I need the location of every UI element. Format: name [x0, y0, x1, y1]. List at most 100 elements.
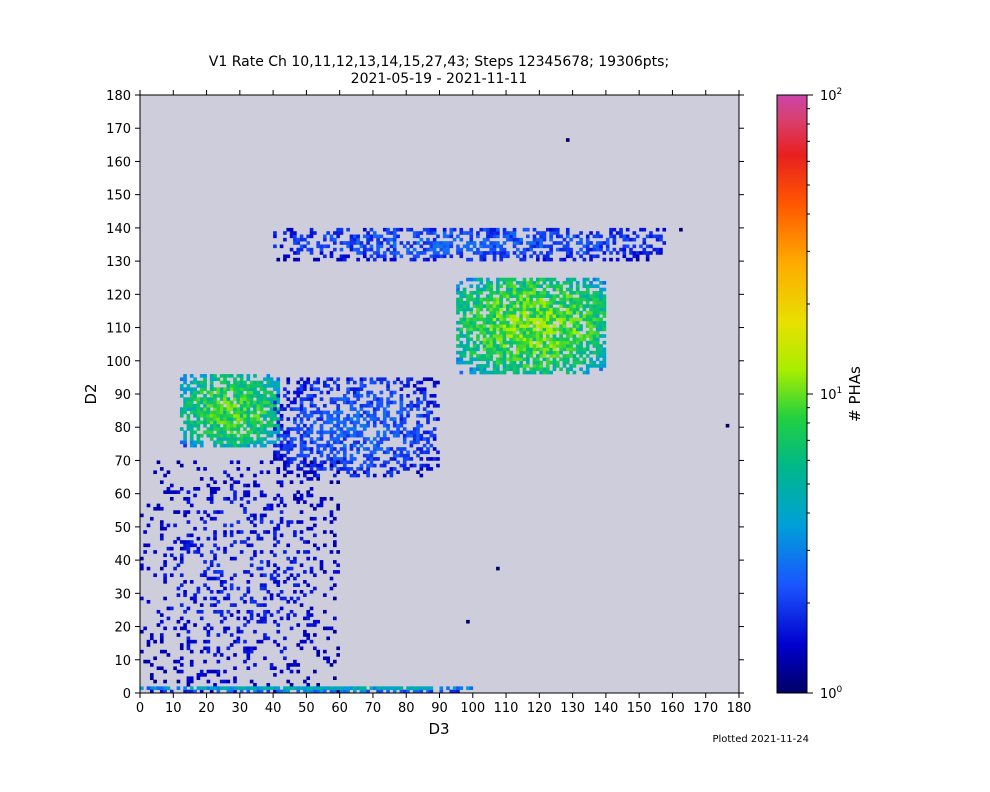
- heatmap-cell: [226, 473, 231, 478]
- heatmap-cell: [426, 437, 430, 441]
- heatmap-cell: [189, 430, 194, 435]
- heatmap-cell: [509, 284, 514, 288]
- heatmap-cell: [253, 663, 257, 667]
- heatmap-cell: [329, 420, 334, 425]
- heatmap-cell: [595, 337, 600, 342]
- heatmap-cell: [599, 287, 603, 292]
- heatmap-cell: [339, 460, 344, 465]
- heatmap-cell: [239, 437, 244, 441]
- heatmap-cell: [186, 550, 191, 554]
- heatmap-cell: [645, 257, 650, 262]
- heatmap-cell: [659, 251, 663, 255]
- heatmap-cell: [585, 310, 590, 315]
- heatmap-cell: [226, 413, 231, 418]
- heatmap-cell: [555, 307, 560, 312]
- heatmap-cell: [466, 300, 470, 305]
- heatmap-cell: [269, 377, 274, 382]
- heatmap-cell: [396, 427, 400, 431]
- heatmap-cell: [422, 397, 427, 401]
- heatmap-cell: [273, 496, 277, 501]
- heatmap-cell: [456, 291, 460, 295]
- heatmap-cell: [499, 324, 504, 328]
- heatmap-cell: [329, 447, 334, 451]
- heatmap-cell: [519, 317, 523, 322]
- heatmap-cell: [559, 297, 563, 302]
- heatmap-cell: [163, 576, 167, 581]
- heatmap-cell: [339, 231, 344, 235]
- heatmap-cell: [526, 307, 530, 312]
- heatmap-cell: [532, 244, 537, 249]
- heatmap-cell: [249, 400, 254, 405]
- heatmap-cell: [236, 420, 241, 425]
- heatmap-cell: [263, 686, 267, 690]
- heatmap-cell: [199, 387, 204, 391]
- heatmap-cell: [466, 324, 470, 328]
- heatmap-cell: [379, 234, 384, 239]
- heatmap-cell: [213, 433, 217, 438]
- heatmap-cell: [595, 254, 600, 259]
- heatmap-cell: [289, 227, 294, 232]
- heatmap-cell: [236, 586, 241, 591]
- heatmap-cell: [236, 407, 241, 411]
- heatmap-cell: [469, 324, 474, 328]
- heatmap-cell: [186, 417, 191, 421]
- heatmap-cell: [273, 387, 277, 391]
- heatmap-cell: [602, 281, 607, 285]
- heatmap-cell: [226, 593, 231, 597]
- heatmap-cell: [309, 410, 314, 415]
- heatmap-cell: [359, 380, 364, 385]
- heatmap-cell: [572, 310, 577, 315]
- heatmap-cell: [339, 241, 344, 245]
- heatmap-cell: [469, 291, 474, 295]
- heatmap-cell: [296, 387, 301, 391]
- heatmap-cell: [273, 563, 277, 568]
- heatmap-cell: [196, 440, 201, 445]
- heatmap-cell: [562, 340, 567, 345]
- heatmap-cell: [402, 453, 407, 458]
- y-tick-label: 130: [106, 255, 131, 270]
- heatmap-cell: [286, 390, 291, 395]
- heatmap-cell: [249, 520, 254, 524]
- heatmap-cell: [303, 460, 307, 465]
- heatmap-cell: [236, 467, 241, 471]
- heatmap-cell: [549, 330, 553, 335]
- heatmap-cell: [173, 523, 177, 528]
- heatmap-cell: [516, 357, 520, 362]
- heatmap-cell: [349, 407, 354, 411]
- heatmap-cell: [496, 350, 500, 355]
- heatmap-cell: [263, 417, 267, 421]
- heatmap-cell: [233, 679, 237, 684]
- heatmap-cell: [359, 413, 364, 418]
- x-tick-label: 10: [165, 701, 182, 716]
- heatmap-cell: [552, 330, 557, 335]
- heatmap-cell: [239, 397, 244, 401]
- heatmap-cell: [406, 380, 410, 385]
- heatmap-cell: [532, 241, 537, 245]
- heatmap-cell: [529, 297, 533, 302]
- heatmap-cell: [565, 247, 570, 252]
- heatmap-cell: [196, 609, 201, 614]
- heatmap-cell: [409, 227, 414, 232]
- heatmap-cell: [303, 423, 307, 428]
- heatmap-cell: [489, 307, 494, 312]
- heatmap-cell: [512, 234, 517, 239]
- heatmap-cell: [516, 300, 520, 305]
- heatmap-cell: [203, 526, 207, 531]
- heatmap-cell: [492, 330, 497, 335]
- heatmap-cell: [562, 337, 567, 342]
- heatmap-cell: [196, 676, 201, 681]
- heatmap-cell: [303, 410, 307, 415]
- heatmap-cell: [186, 629, 191, 634]
- heatmap-cell: [559, 291, 563, 295]
- heatmap-cell: [542, 257, 547, 262]
- heatmap-cell: [199, 477, 204, 481]
- y-tick-label: 170: [106, 122, 131, 137]
- heatmap-cell: [253, 394, 257, 398]
- heatmap-cell: [313, 689, 317, 694]
- heatmap-cell: [502, 370, 507, 375]
- heatmap-cell: [356, 413, 360, 418]
- heatmap-cell: [419, 237, 424, 242]
- heatmap-cell: [595, 300, 600, 305]
- heatmap-cell: [316, 380, 320, 385]
- heatmap-cell: [233, 496, 237, 501]
